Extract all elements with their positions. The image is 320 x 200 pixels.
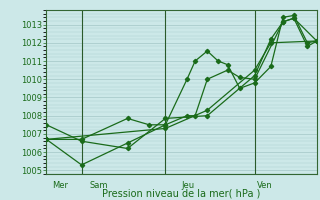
Text: Jeu: Jeu <box>182 181 195 190</box>
Text: Mer: Mer <box>52 181 68 190</box>
Text: Ven: Ven <box>257 181 273 190</box>
Text: Sam: Sam <box>90 181 108 190</box>
Text: Pression niveau de la mer( hPa ): Pression niveau de la mer( hPa ) <box>102 188 261 198</box>
